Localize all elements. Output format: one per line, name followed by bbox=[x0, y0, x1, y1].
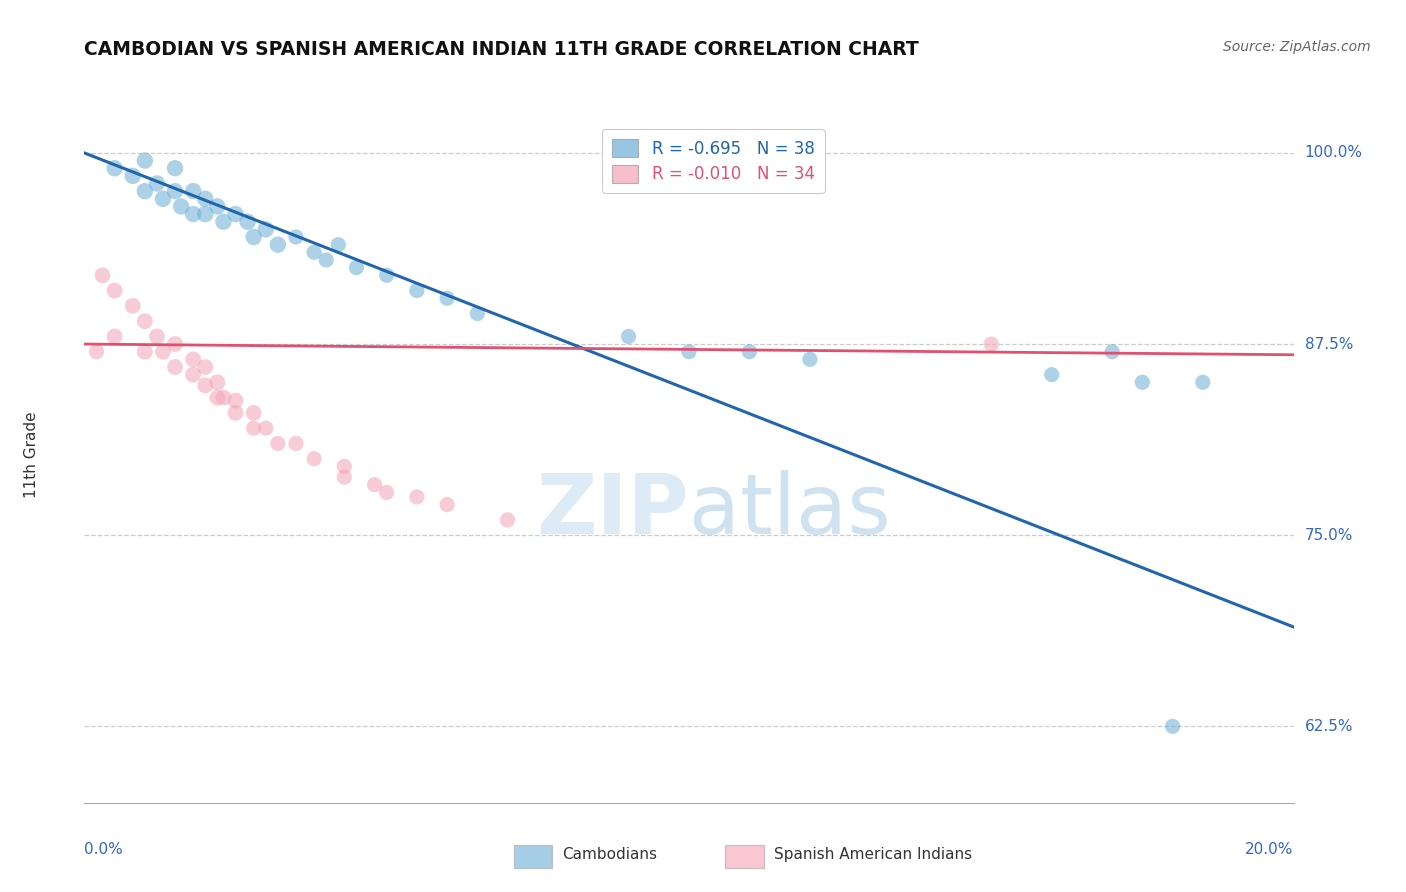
Point bbox=[207, 199, 229, 213]
Point bbox=[302, 245, 325, 260]
Point bbox=[315, 252, 337, 267]
Point bbox=[284, 230, 308, 244]
Point bbox=[163, 359, 186, 374]
Point bbox=[134, 153, 156, 168]
Point bbox=[236, 215, 259, 229]
Point bbox=[333, 459, 356, 474]
Text: 62.5%: 62.5% bbox=[1305, 719, 1353, 734]
Point bbox=[91, 268, 114, 283]
Point bbox=[375, 485, 398, 500]
Text: Cambodians: Cambodians bbox=[562, 847, 657, 863]
Point bbox=[104, 161, 127, 176]
Text: atlas: atlas bbox=[689, 470, 890, 551]
Point bbox=[254, 222, 277, 236]
Point bbox=[1130, 376, 1153, 390]
Point bbox=[152, 344, 174, 359]
Point bbox=[242, 406, 264, 420]
Point bbox=[181, 352, 204, 367]
FancyBboxPatch shape bbox=[725, 846, 763, 868]
Text: Source: ZipAtlas.com: Source: ZipAtlas.com bbox=[1223, 40, 1371, 54]
Point bbox=[121, 169, 143, 183]
Point bbox=[207, 376, 229, 390]
Point bbox=[738, 344, 761, 359]
Point bbox=[194, 207, 217, 221]
Text: CAMBODIAN VS SPANISH AMERICAN INDIAN 11TH GRADE CORRELATION CHART: CAMBODIAN VS SPANISH AMERICAN INDIAN 11T… bbox=[84, 40, 920, 59]
Point bbox=[980, 337, 1002, 351]
Text: 75.0%: 75.0% bbox=[1305, 528, 1353, 542]
Text: ZIP: ZIP bbox=[537, 470, 689, 551]
Point bbox=[617, 329, 640, 343]
Point bbox=[225, 406, 247, 420]
Point bbox=[181, 184, 204, 198]
Text: 0.0%: 0.0% bbox=[84, 842, 124, 856]
Point bbox=[163, 161, 186, 176]
Point bbox=[406, 284, 429, 298]
Point bbox=[242, 230, 264, 244]
Point bbox=[225, 207, 247, 221]
Point bbox=[212, 391, 235, 405]
Point bbox=[134, 184, 156, 198]
Point bbox=[225, 393, 247, 408]
Point bbox=[678, 344, 700, 359]
Point bbox=[146, 177, 169, 191]
Point bbox=[284, 436, 308, 450]
Point bbox=[163, 184, 186, 198]
Point bbox=[104, 329, 127, 343]
Point bbox=[436, 498, 458, 512]
Point bbox=[104, 284, 127, 298]
Point bbox=[328, 237, 350, 252]
Point bbox=[346, 260, 368, 275]
Point bbox=[267, 436, 290, 450]
Point bbox=[121, 299, 143, 313]
Point bbox=[181, 368, 204, 382]
Point bbox=[194, 378, 217, 392]
Text: 20.0%: 20.0% bbox=[1246, 842, 1294, 856]
Point bbox=[134, 344, 156, 359]
Point bbox=[363, 477, 385, 491]
Point bbox=[496, 513, 519, 527]
Point bbox=[134, 314, 156, 328]
Point bbox=[1101, 344, 1123, 359]
Point bbox=[1191, 376, 1213, 390]
Text: 87.5%: 87.5% bbox=[1305, 336, 1353, 351]
Point bbox=[406, 490, 429, 504]
Point bbox=[207, 391, 229, 405]
Point bbox=[267, 237, 290, 252]
Point bbox=[333, 470, 356, 484]
Point bbox=[194, 359, 217, 374]
Legend: R = -0.695   N = 38, R = -0.010   N = 34: R = -0.695 N = 38, R = -0.010 N = 34 bbox=[602, 129, 825, 194]
Text: 100.0%: 100.0% bbox=[1305, 145, 1362, 161]
Point bbox=[799, 352, 821, 367]
Point bbox=[170, 199, 193, 213]
Point bbox=[302, 451, 325, 466]
Point bbox=[1040, 368, 1063, 382]
Point bbox=[194, 192, 217, 206]
Text: Spanish American Indians: Spanish American Indians bbox=[773, 847, 972, 863]
Point bbox=[212, 215, 235, 229]
Point bbox=[86, 344, 108, 359]
Point bbox=[1161, 719, 1184, 733]
Point bbox=[467, 306, 489, 320]
Point bbox=[146, 329, 169, 343]
FancyBboxPatch shape bbox=[513, 846, 553, 868]
Point bbox=[181, 207, 204, 221]
Point bbox=[254, 421, 277, 435]
Point bbox=[242, 421, 264, 435]
Point bbox=[436, 291, 458, 305]
Point bbox=[152, 192, 174, 206]
Point bbox=[375, 268, 398, 283]
Point bbox=[163, 337, 186, 351]
Text: 11th Grade: 11th Grade bbox=[24, 411, 39, 499]
